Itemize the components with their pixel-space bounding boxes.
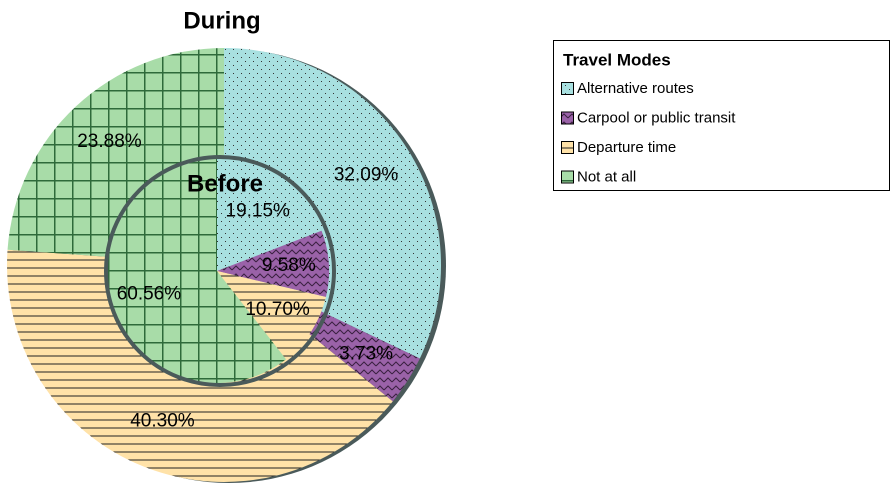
value-label: 40.30% <box>130 410 195 431</box>
legend-swatch <box>561 111 574 125</box>
value-label: 60.56% <box>117 283 182 304</box>
legend-swatch <box>561 82 574 95</box>
pie-slice <box>105 159 287 383</box>
legend-box <box>553 40 890 191</box>
pies <box>6 48 441 483</box>
value-label: 3.73% <box>339 344 393 365</box>
value-label: 19.15% <box>226 201 291 222</box>
legend-label: Departure time <box>577 139 676 156</box>
pie-slice <box>217 271 326 360</box>
inner-rim <box>104 155 336 387</box>
legend-swatch <box>561 141 574 154</box>
ring-title: During <box>183 7 260 34</box>
value-label: 23.88% <box>77 131 142 152</box>
pie-slice <box>217 159 322 271</box>
value-label: 10.70% <box>245 299 310 320</box>
legend-title: Travel Modes <box>563 50 671 69</box>
legend-label: Not at all <box>577 168 636 185</box>
legend-label: Carpool or public transit <box>577 109 736 126</box>
pie-slice <box>217 230 329 298</box>
legend: Alternative routes Carpool or public tran… <box>561 80 736 185</box>
value-label: 32.09% <box>334 164 399 185</box>
labels: 32.09% 3.73% 40.30% 23.88% During 19.15% 9.58%… <box>77 7 398 431</box>
legend-label: Alternative routes <box>577 80 694 97</box>
legend-swatch <box>561 170 574 184</box>
value-label: 9.58% <box>262 255 316 276</box>
ring-title: Before <box>187 170 263 197</box>
